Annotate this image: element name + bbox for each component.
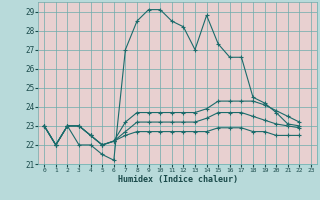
X-axis label: Humidex (Indice chaleur): Humidex (Indice chaleur) (118, 175, 238, 184)
